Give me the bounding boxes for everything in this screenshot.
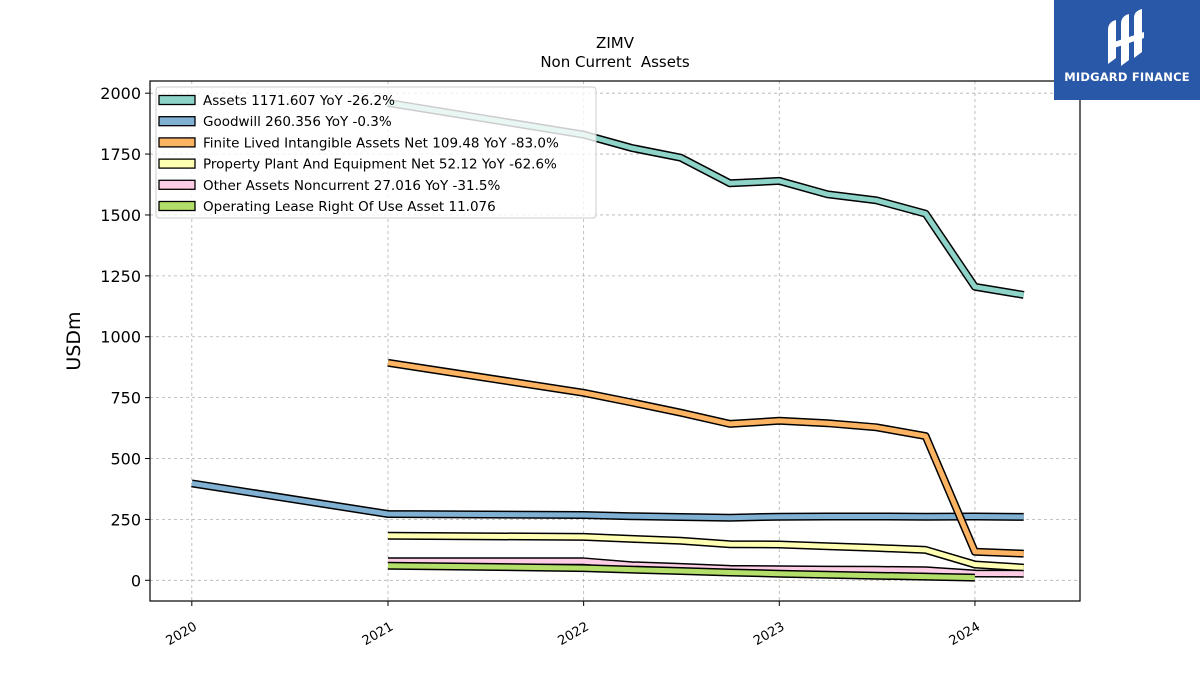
plot-frame: [149, 80, 1081, 602]
brand-name: MIDGARD FINANCE: [1064, 70, 1190, 84]
y-tick-label: 0: [131, 571, 141, 590]
y-tick-label: 1750: [100, 145, 141, 164]
chart-subtitle: Non Current Assets: [540, 53, 690, 71]
x-tick-label: 2020: [164, 619, 200, 649]
legend-label-1: Goodwill 260.356 YoY -0.3%: [203, 114, 392, 130]
x-tick-label: 2022: [555, 619, 591, 649]
series-line-3: [387, 533, 1024, 571]
legend-label-4: Other Assets Noncurrent 27.016 YoY -31.5…: [203, 178, 500, 194]
legend-swatch-4: [158, 179, 196, 190]
legend-label-5: Operating Lease Right Of Use Asset 11.07…: [203, 199, 496, 215]
x-tick-label: 2023: [751, 619, 787, 649]
series-lines: [191, 98, 1025, 582]
series-line-2: [387, 360, 1024, 557]
series-line-0: [387, 100, 1025, 298]
y-tick-label: 1000: [100, 328, 141, 347]
legend-swatch-2: [158, 137, 196, 148]
y-tick-label: 2000: [100, 84, 141, 103]
series-line-4: [388, 558, 1024, 577]
y-tick-label: 500: [110, 450, 141, 469]
y-tick-label: 750: [110, 389, 141, 408]
legend-swatch-0: [158, 94, 196, 106]
legend-swatch-3: [158, 158, 196, 169]
legend-label-0: Assets 1171.607 YoY -26.2%: [203, 93, 395, 109]
x-tick-label: 2021: [360, 619, 396, 649]
legend-label-3: Property Plant And Equipment Net 52.12 Y…: [203, 157, 557, 173]
chart-title: ZIMV: [596, 34, 635, 52]
y-tick-label: 250: [110, 510, 141, 529]
brand-logo: MIDGARD FINANCE: [1054, 0, 1200, 100]
legend-swatch-1: [158, 116, 196, 127]
y-tick-label: 1500: [100, 206, 141, 225]
series-line-1: [191, 480, 1024, 521]
midgard-logo-icon: [1108, 9, 1144, 66]
series-line-5: [387, 563, 975, 581]
legend-label-2: Finite Lived Intangible Assets Net 109.4…: [203, 135, 559, 151]
series-outline-2: [387, 358, 1024, 558]
legend-swatch-5: [158, 200, 196, 212]
x-tick-label: 2024: [947, 619, 983, 649]
legend: Assets 1171.607 YoY -26.2% Goodwill 260.3…: [155, 86, 597, 219]
y-tick-label: 1250: [100, 267, 141, 286]
y-axis-label: USDm: [63, 311, 85, 370]
legend-box: [155, 86, 597, 219]
